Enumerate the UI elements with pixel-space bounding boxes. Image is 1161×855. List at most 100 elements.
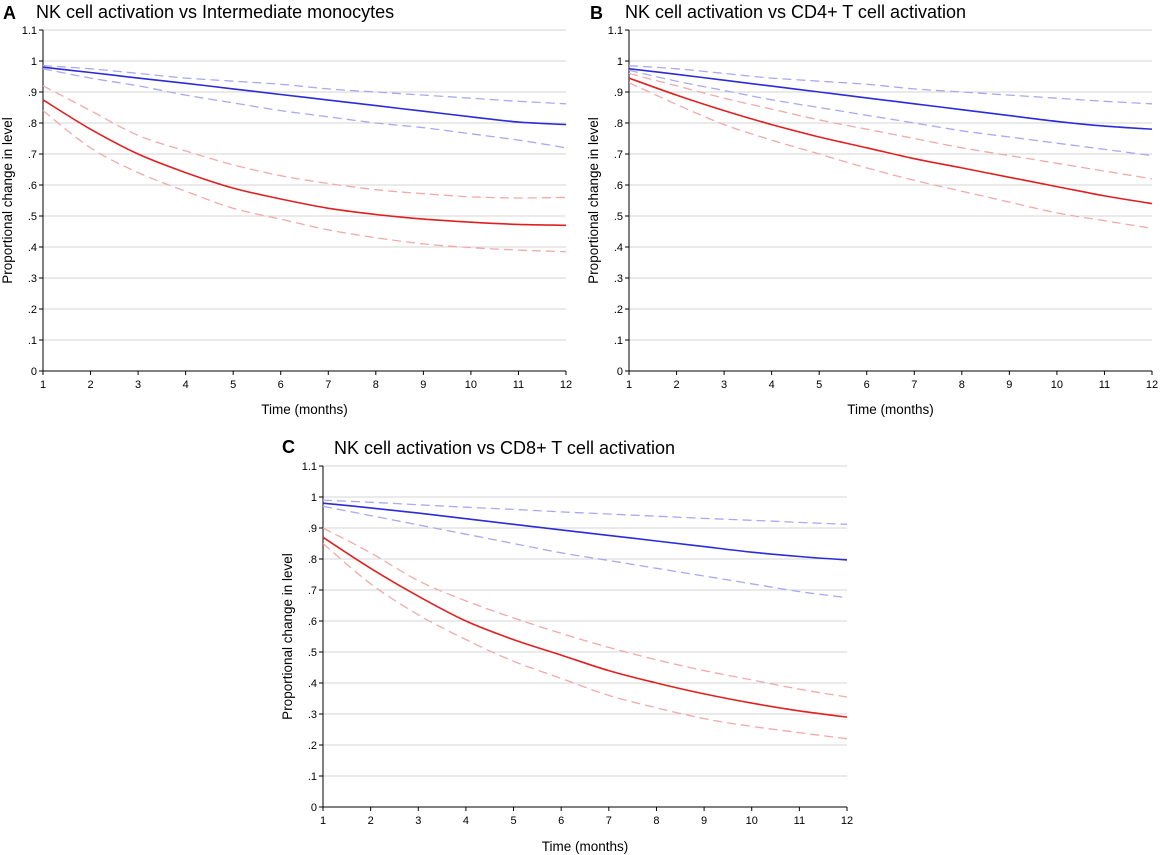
panel-b-xtick-label: 10 [1051, 379, 1063, 391]
panel-c-ytick-label: .7 [308, 585, 317, 597]
panel-a-series-3-line [42, 99, 567, 227]
panel-b-title: NK cell activation vs CD4+ T cell activa… [625, 2, 966, 22]
panel-c-xtick-label: 12 [841, 815, 853, 827]
panel-a-xtick-label: 9 [420, 379, 426, 391]
panel-c-ytick-label: .4 [308, 678, 317, 690]
panel-c-xtick-label: 2 [368, 815, 374, 827]
panel-a-ytick-label: .6 [28, 180, 37, 192]
panel-a-xtick-label: 11 [513, 379, 524, 391]
panel-a-xtick-label: 8 [373, 379, 379, 391]
panel-c-series-2-line [322, 505, 848, 599]
panel-a-ytick-label: .9 [28, 87, 37, 99]
panel-c-letter: C [282, 437, 295, 457]
panel-a-xtick-label: 12 [560, 379, 572, 391]
panel-c-series-4-line [322, 527, 848, 698]
panel-a-xtick-label: 6 [278, 379, 284, 391]
panel-a-ytick-label: .1 [28, 335, 37, 347]
panel-c-xtick-label: 11 [794, 815, 805, 827]
panel-c-title: NK cell activation vs CD8+ T cell activa… [334, 438, 675, 458]
panel-c-ytick-label: .8 [308, 554, 317, 566]
panel-c-series-1-line [322, 499, 848, 525]
panel-b-ylabel: Proportional change in level [586, 117, 601, 284]
panel-c-ytick-label: 0 [311, 802, 317, 814]
panel-a-ytick-label: .4 [28, 242, 37, 254]
panel-b-series-0-line [628, 68, 1153, 130]
panel-a-title: NK cell activation vs Intermediate monoc… [36, 2, 394, 22]
panel-c-ytick-label: .5 [308, 647, 317, 659]
panel-a-ytick-label: .5 [28, 211, 37, 223]
panel-a-ytick-label: .8 [28, 118, 37, 130]
panel-b-xtick-label: 8 [959, 379, 965, 391]
panel-c-ytick-label: .2 [308, 740, 317, 752]
panel-b-series-1-line [628, 65, 1153, 105]
panel-a-series-4-line [42, 85, 567, 199]
panel-b-series-5-line [628, 82, 1153, 230]
panel-b-ytick-label: .9 [614, 87, 623, 99]
panel-c-series-3-line [322, 536, 848, 718]
panel-b-xtick-label: 6 [864, 379, 870, 391]
panel-b-xtick-label: 3 [721, 379, 727, 391]
panel-c-xtick-label: 8 [653, 815, 659, 827]
panel-c-xtick-label: 5 [510, 815, 516, 827]
panel-a-ytick-label: .2 [28, 304, 37, 316]
panel-a-letter: A [3, 3, 16, 23]
panel-c-series-5-line [322, 543, 848, 740]
panel-a-series-0-line [42, 66, 567, 126]
panel-b-xtick-label: 4 [769, 379, 775, 391]
panel-b-xlabel: Time (months) [847, 402, 934, 417]
panel-a-xtick-label: 2 [87, 379, 93, 391]
panel-a-ytick-label: .3 [28, 273, 37, 285]
panel-c-series-0-line [322, 502, 848, 561]
panel-b-xtick-label: 9 [1006, 379, 1012, 391]
panel-a-series-5-line [42, 110, 567, 253]
panel-c-ytick-label: .1 [308, 771, 317, 783]
panel-c-xtick-label: 6 [558, 815, 564, 827]
panel-b-ytick-label: .7 [614, 149, 623, 161]
panel-a-ytick-label: 1 [31, 56, 37, 68]
panel-b-ytick-label: 1.1 [608, 25, 623, 37]
panel-a-series-2-line [42, 68, 567, 149]
panel-a-ytick-label: 1.1 [22, 25, 37, 37]
panel-c-xtick-label: 7 [606, 815, 612, 827]
panel-a-xtick-label: 1 [40, 379, 46, 391]
panel-b-xtick-label: 7 [911, 379, 917, 391]
panel-a-ytick-label: .7 [28, 149, 37, 161]
panel-c-xtick-label: 9 [701, 815, 707, 827]
panel-b-ytick-label: .6 [614, 180, 623, 192]
panel-b-ytick-label: .5 [614, 211, 623, 223]
panel-a-xtick-label: 7 [325, 379, 331, 391]
panel-b-ytick-label: .3 [614, 273, 623, 285]
panel-a-xtick-label: 3 [135, 379, 141, 391]
panel-b-ytick-label: .1 [614, 335, 623, 347]
panel-b-xtick-label: 2 [673, 379, 679, 391]
panel-c-ytick-label: 1 [311, 492, 317, 504]
panel-a-series-1-line [42, 65, 567, 105]
panel-b-ytick-label: 1 [617, 56, 623, 68]
panel-b-xtick-label: 11 [1099, 379, 1110, 391]
panel-a-ylabel: Proportional change in level [0, 117, 15, 284]
panel-b-ytick-label: .2 [614, 304, 623, 316]
panel-a-xlabel: Time (months) [261, 402, 348, 417]
panel-b-series-2-line [628, 69, 1153, 157]
panel-c-ytick-label: .6 [308, 616, 317, 628]
panel-c-ytick-label: 1.1 [302, 461, 317, 473]
panel-c-xtick-label: 3 [415, 815, 421, 827]
panel-b-ytick-label: .8 [614, 118, 623, 130]
panel-c-xlabel: Time (months) [542, 839, 629, 854]
panel-c-ytick-label: .9 [308, 523, 317, 535]
panel-a-xtick-label: 4 [183, 379, 189, 391]
panel-b-xtick-label: 12 [1146, 379, 1158, 391]
panel-a-ytick-label: 0 [31, 366, 37, 378]
panel-b-series-3-line [628, 77, 1153, 205]
panel-a-xtick-label: 5 [230, 379, 236, 391]
panel-c-ylabel: Proportional change in level [280, 553, 295, 720]
panel-b-xtick-label: 5 [816, 379, 822, 391]
panel-b-letter: B [590, 3, 603, 23]
panel-c-ytick-label: .3 [308, 709, 317, 721]
panel-b-ytick-label: 0 [617, 366, 623, 378]
panel-c-xtick-label: 4 [463, 815, 469, 827]
panel-a-xtick-label: 10 [465, 379, 477, 391]
panel-c-xtick-label: 1 [320, 815, 326, 827]
panel-c-xtick-label: 10 [746, 815, 758, 827]
